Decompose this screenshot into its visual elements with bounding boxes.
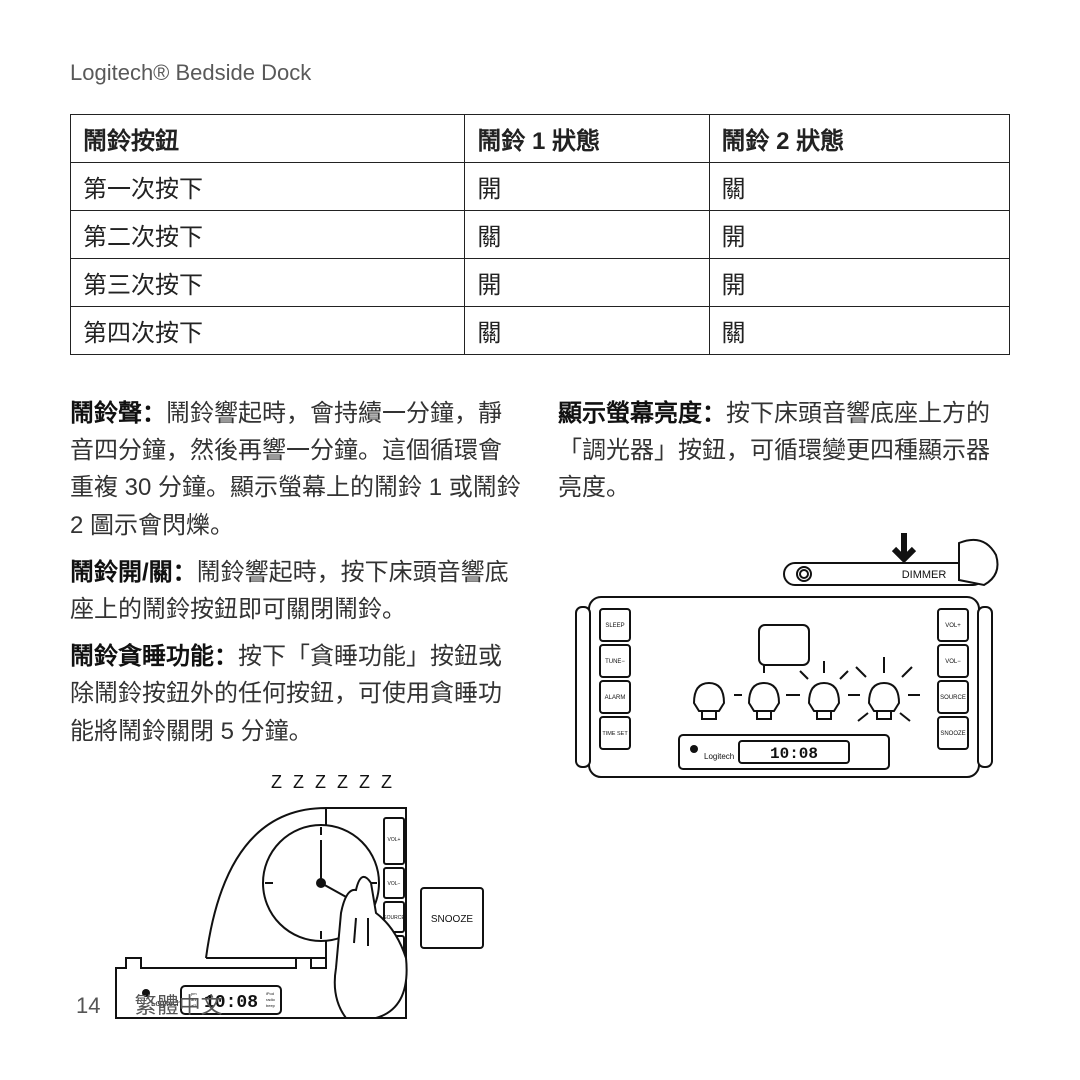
snooze-callout: SNOOZE [431,914,474,925]
term-brightness: 顯示螢幕亮度： [558,400,726,427]
svg-text:TIME SET: TIME SET [602,731,628,737]
table-row: 第二次按下 關 開 [71,211,1010,259]
svg-text:SLEEP: SLEEP [605,623,624,629]
table-row: 第三次按下 開 開 [71,259,1010,307]
display-time-2: 10:08 [770,745,818,763]
table-row: 第一次按下 開 關 [71,163,1010,211]
table-col-2: 鬧鈴 2 狀態 [709,115,1010,163]
product-title: Logitech® Bedside Dock [70,60,311,85]
table-row: 第四次按下 關 關 [71,307,1010,355]
left-column: 鬧鈴聲：鬧鈴響起時，會持續一分鐘，靜音四分鐘，然後再響一分鐘。這個循環會重複 3… [70,395,522,1068]
svg-text:ALARM: ALARM [605,695,626,701]
alarm-state-table: 鬧鈴按鈕 鬧鈴 1 狀態 鬧鈴 2 狀態 第一次按下 開 關 第二次按下 關 開… [70,114,1010,355]
table-col-1: 鬧鈴 1 狀態 [465,115,709,163]
svg-text:iPod: iPod [266,991,274,996]
term-alarm-onoff: 鬧鈴開/關： [70,559,197,586]
svg-text:VOL+: VOL+ [388,837,401,843]
svg-text:VOL+: VOL+ [945,623,961,629]
figure-snooze: Z Z Z Z Z Z [70,768,522,1068]
svg-text:SOURCE: SOURCE [383,915,405,921]
svg-text:TUNE−: TUNE− [605,659,625,665]
page-footer: 14 繁體中文 [76,988,223,1020]
dimmer-label: DIMMER [902,569,947,581]
svg-text:SOURCE: SOURCE [940,695,966,701]
svg-text:beep: beep [266,1003,276,1008]
svg-text:VOL−: VOL− [945,659,961,665]
right-column: 顯示螢幕亮度：按下床頭音響底座上方的「調光器」按鈕，可循環變更四種顯示器亮度。 … [558,395,1010,1068]
page-number: 14 [76,993,100,1018]
term-alarm-sound: 鬧鈴聲： [70,400,166,427]
svg-text:SNOOZE: SNOOZE [940,731,965,737]
svg-text:radio: radio [266,997,276,1002]
page-language: 繁體中文 [135,993,223,1018]
zzz-label: Z Z Z Z Z Z [271,772,395,792]
figure-dimmer: DIMMER SLEEP TUNE− ALARM TIME SET [558,525,1010,825]
table-col-0: 鬧鈴按鈕 [71,115,465,163]
logo-label-2: Logitech [704,752,734,761]
term-snooze: 鬧鈴貪睡功能： [70,643,238,670]
svg-text:VOL−: VOL− [388,881,401,887]
page-header: Logitech® Bedside Dock [70,60,1010,86]
